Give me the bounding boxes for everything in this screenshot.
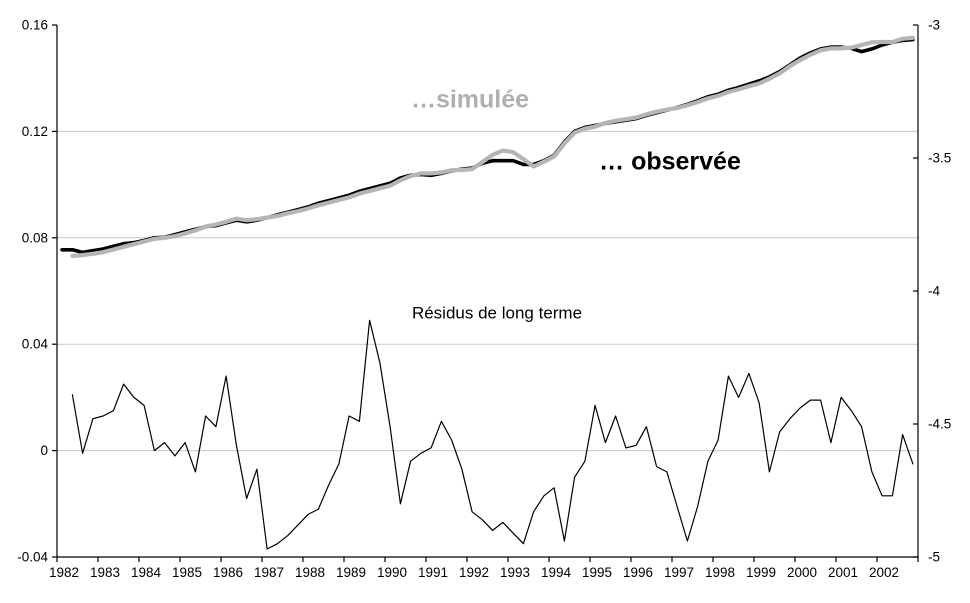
simulee-line: [70, 35, 916, 258]
x-axis-tick-label: 1983: [90, 565, 120, 580]
right-axis-tick-label: -3.5: [928, 151, 951, 166]
residuals-line: [71, 319, 914, 550]
x-axis-tick-label: 1991: [418, 565, 448, 580]
x-axis-tick-label: 1993: [500, 565, 530, 580]
x-axis-tick-label: 1986: [213, 565, 243, 580]
left-axis-tick-label: 0.08: [22, 230, 48, 245]
x-axis-tick-label: 1990: [377, 565, 407, 580]
x-axis-tick-label: 1996: [623, 565, 653, 580]
x-axis-tick-label: 1988: [295, 565, 325, 580]
left-axis-tick-label: 0.04: [22, 337, 49, 352]
annotation-residuals-label: Résidus de long terme: [411, 303, 583, 323]
x-axis-tick-label: 1994: [541, 565, 572, 580]
right-axis-tick-label: -5: [928, 550, 940, 565]
x-axis-tick-label: 1998: [705, 565, 735, 580]
left-axis-tick-label: 0.12: [22, 124, 48, 139]
x-axis-tick-label: 2000: [787, 565, 817, 580]
x-axis-tick-label: 2002: [869, 565, 899, 580]
series-label-simulee: …simulée: [410, 85, 530, 114]
x-axis-tick-label: 1997: [664, 565, 694, 580]
x-axis-tick-label: 2001: [828, 565, 858, 580]
right-axis-tick-label: -3: [928, 18, 940, 33]
right-axis-tick-label: -4.5: [928, 417, 951, 432]
left-axis-tick-label: 0: [40, 443, 48, 458]
x-axis-tick-label: 1982: [49, 565, 79, 580]
x-axis-tick-label: 1992: [459, 565, 489, 580]
x-axis-tick-label: 1984: [131, 565, 162, 580]
x-axis-tick-label: 1987: [254, 565, 284, 580]
series-label-observee: … observée: [599, 147, 741, 176]
x-axis-tick-label: 1999: [746, 565, 776, 580]
left-axis-tick-label: 0.16: [22, 18, 48, 33]
x-axis-tick-label: 1989: [336, 565, 366, 580]
x-axis-tick-label: 1995: [582, 565, 612, 580]
left-axis-tick-label: -0.04: [17, 550, 48, 565]
right-axis-tick-label: -4: [928, 284, 940, 299]
x-axis-tick-label: 1985: [172, 565, 202, 580]
